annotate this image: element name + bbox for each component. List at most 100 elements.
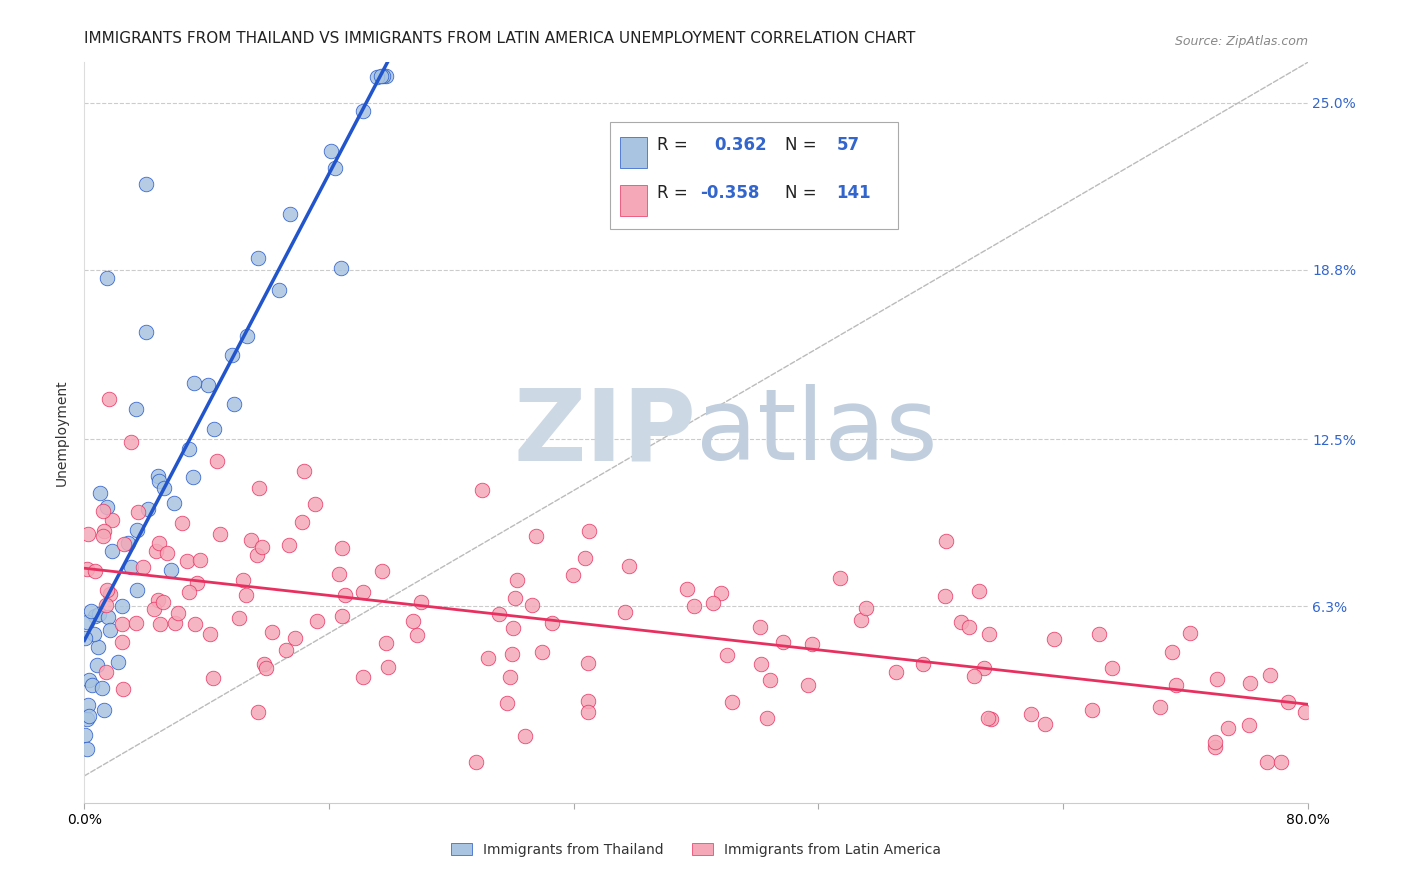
Point	[530, 644, 553, 658]
Point	[250, 540, 273, 554]
Point	[371, 564, 394, 578]
Point	[1205, 672, 1227, 686]
Point	[84, 608, 107, 623]
Point	[148, 474, 170, 488]
Point	[749, 620, 772, 634]
Point	[163, 615, 186, 630]
Point	[562, 568, 585, 582]
Point	[253, 657, 276, 671]
Point	[578, 524, 600, 538]
Point	[1277, 695, 1299, 709]
Point	[323, 161, 346, 175]
Point	[305, 615, 328, 629]
Point	[912, 657, 935, 671]
Point	[83, 627, 105, 641]
Point	[967, 584, 990, 599]
Point	[716, 648, 738, 662]
Point	[1087, 627, 1109, 641]
Point	[1270, 756, 1292, 770]
Point	[515, 729, 537, 743]
Point	[721, 695, 744, 709]
Point	[977, 627, 1000, 641]
Point	[755, 711, 778, 725]
Point	[107, 655, 129, 669]
Point	[246, 548, 269, 562]
Point	[167, 606, 190, 620]
Point	[86, 640, 108, 655]
Point	[366, 70, 388, 84]
Point	[76, 712, 98, 726]
Point	[249, 481, 271, 495]
Point	[80, 603, 103, 617]
Point	[96, 583, 118, 598]
Point	[76, 615, 98, 630]
Point	[702, 596, 724, 610]
Point	[973, 661, 995, 675]
Point	[96, 500, 118, 514]
Point	[330, 609, 353, 624]
Point	[77, 708, 100, 723]
Text: N =: N =	[786, 136, 823, 154]
Point	[127, 505, 149, 519]
Text: IMMIGRANTS FROM THAILAND VS IMMIGRANTS FROM LATIN AMERICA UNEMPLOYMENT CORRELATI: IMMIGRANTS FROM THAILAND VS IMMIGRANTS F…	[84, 31, 915, 46]
Point	[112, 537, 135, 551]
Text: 141: 141	[837, 185, 872, 202]
Point	[977, 711, 1000, 725]
Point	[375, 69, 398, 83]
Point	[1256, 756, 1278, 770]
Point	[328, 566, 350, 581]
Point	[1080, 703, 1102, 717]
Point	[524, 529, 547, 543]
Point	[183, 470, 205, 484]
Point	[91, 529, 114, 543]
Point	[125, 523, 148, 537]
Point	[152, 595, 174, 609]
Point	[145, 544, 167, 558]
Point	[828, 571, 851, 585]
Point	[676, 582, 699, 597]
Point	[228, 611, 250, 625]
Point	[96, 270, 118, 285]
Point	[277, 538, 299, 552]
Text: R =: R =	[657, 136, 693, 154]
Point	[477, 650, 499, 665]
Point	[1294, 705, 1316, 719]
Point	[146, 469, 169, 483]
Point	[1258, 667, 1281, 681]
Point	[291, 515, 314, 529]
Point	[617, 559, 640, 574]
Point	[205, 454, 228, 468]
FancyBboxPatch shape	[620, 185, 647, 216]
Point	[201, 671, 224, 685]
Point	[91, 504, 114, 518]
Text: 57: 57	[837, 136, 859, 154]
Point	[520, 598, 543, 612]
Point	[849, 613, 872, 627]
Point	[184, 617, 207, 632]
Point	[183, 376, 205, 391]
Point	[304, 497, 326, 511]
Point	[957, 620, 980, 634]
Text: 0.362: 0.362	[714, 136, 766, 154]
Point	[135, 325, 157, 339]
Point	[208, 527, 231, 541]
Point	[371, 69, 394, 83]
Point	[149, 617, 172, 632]
Point	[330, 261, 353, 276]
Point	[120, 434, 142, 449]
Point	[1239, 676, 1261, 690]
Point	[505, 574, 527, 588]
Text: -0.358: -0.358	[700, 185, 759, 202]
Text: N =: N =	[786, 185, 823, 202]
Point	[321, 144, 343, 158]
Point	[541, 615, 564, 630]
Point	[503, 591, 526, 606]
Point	[111, 599, 134, 613]
Point	[98, 587, 121, 601]
Point	[267, 283, 290, 297]
Point	[75, 727, 97, 741]
Point	[125, 402, 148, 417]
Point	[232, 573, 254, 587]
Point	[496, 697, 519, 711]
Point	[131, 560, 153, 574]
